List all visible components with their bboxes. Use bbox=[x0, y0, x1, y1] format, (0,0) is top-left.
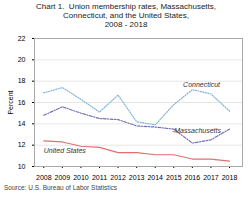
svg-text:22: 22 bbox=[18, 34, 26, 41]
svg-text:2012: 2012 bbox=[110, 174, 126, 181]
svg-text:2017: 2017 bbox=[203, 174, 219, 181]
svg-text:12: 12 bbox=[18, 141, 26, 148]
svg-text:2010: 2010 bbox=[73, 174, 89, 181]
svg-text:-Massachusetts: -Massachusetts bbox=[172, 127, 222, 134]
html-text:Chart 1. Union membership rate: Chart 1. Union membership rates, Massach… bbox=[36, 2, 216, 30]
svg-text:2009: 2009 bbox=[55, 174, 71, 181]
svg-text:Percent: Percent bbox=[7, 90, 14, 114]
svg-text:2013: 2013 bbox=[129, 174, 145, 181]
svg-text:Connecticut: Connecticut bbox=[183, 80, 221, 87]
svg-text:20: 20 bbox=[18, 56, 26, 63]
svg-text:14: 14 bbox=[18, 120, 26, 127]
svg-text:2015: 2015 bbox=[166, 174, 182, 181]
svg-text:10: 10 bbox=[18, 162, 26, 169]
svg-text:2018: 2018 bbox=[222, 174, 238, 181]
svg-text:16: 16 bbox=[18, 98, 26, 105]
svg-text:2011: 2011 bbox=[92, 174, 107, 181]
svg-text:2014: 2014 bbox=[147, 174, 163, 181]
svg-text:18: 18 bbox=[18, 77, 26, 84]
svg-text:2008: 2008 bbox=[36, 174, 52, 181]
svg-text:2016: 2016 bbox=[185, 174, 201, 181]
svg-text:United States: United States bbox=[44, 146, 87, 153]
html-text:Source: U.S. Bureau of Labor S: Source: U.S. Bureau of Labor Statistics bbox=[4, 183, 118, 191]
